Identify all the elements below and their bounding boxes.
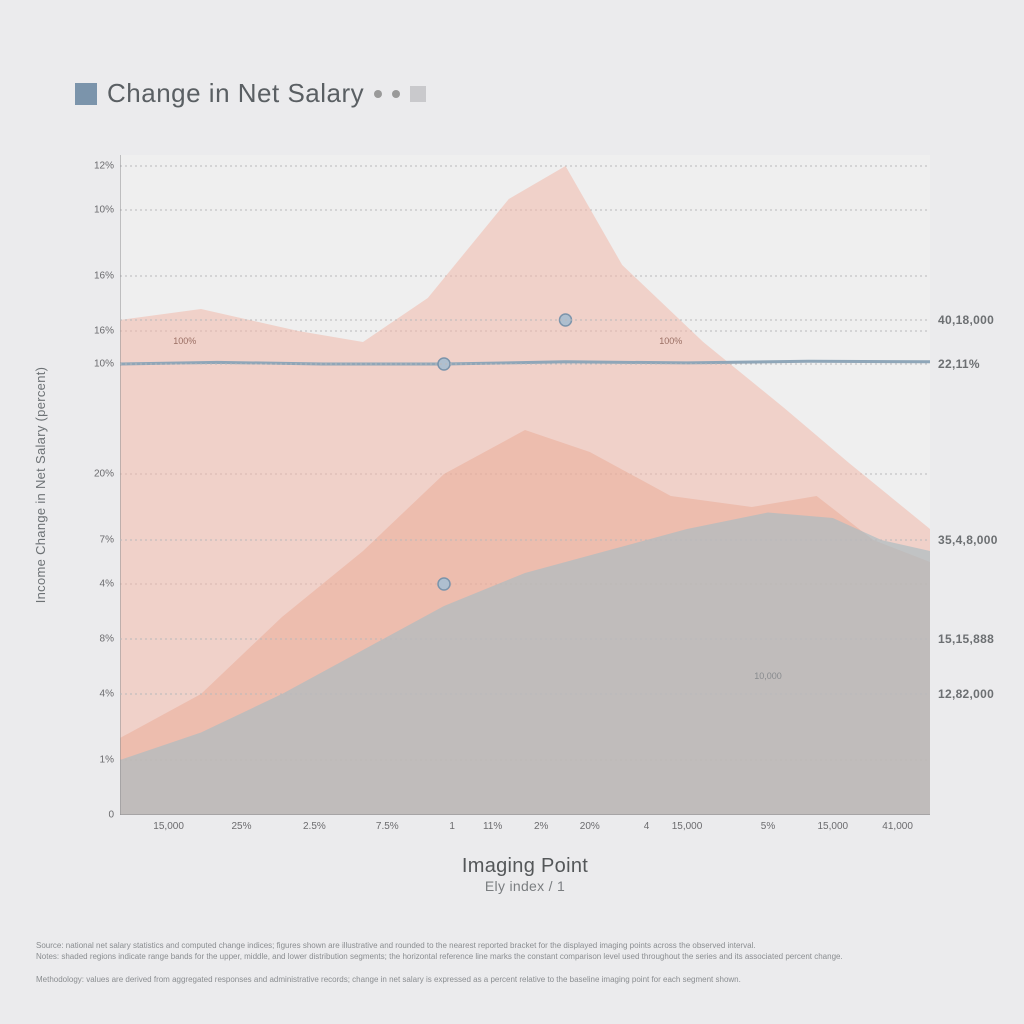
x-tick-label: 15,000 (818, 815, 849, 832)
right-value-label: 40,18,000 (930, 313, 994, 327)
legend-trail-swatch (410, 86, 426, 102)
y-tick-label: 12% (94, 161, 120, 172)
x-axis-title-group: Imaging Point Ely index / 1 (462, 855, 588, 894)
data-point-label: 10,000 (754, 671, 782, 681)
right-value-label: 12,82,000 (930, 687, 994, 701)
legend-dot-icon (374, 90, 382, 98)
y-tick-label: 1% (100, 755, 120, 766)
legend-swatch (75, 83, 97, 105)
x-tick-label: 11% (483, 815, 502, 832)
y-tick-label: 0 (108, 810, 120, 821)
footnote-block: Source: national net salary statistics a… (36, 940, 996, 985)
x-tick-label: 7.5% (376, 815, 399, 832)
right-value-label: 22,11% (930, 357, 980, 371)
footnote-line: Notes: shaded regions indicate range ban… (36, 951, 996, 962)
footnote-line (36, 962, 996, 973)
y-tick-label: 10% (94, 359, 120, 370)
right-value-label: 15,15,888 (930, 632, 994, 646)
x-tick-label: 15,000 (153, 815, 184, 832)
x-tick-label: 25% (231, 815, 251, 832)
x-tick-label: 2% (534, 815, 548, 832)
y-tick-label: 4% (100, 689, 120, 700)
plot-area (120, 155, 930, 815)
y-axis-title: Income Change in Net Salary (percent) (33, 367, 48, 604)
data-point-label: 100% (659, 336, 682, 346)
y-tick-label: 16% (94, 271, 120, 282)
footnote-line: Source: national net salary statistics a… (36, 940, 996, 951)
legend-dot-icon (392, 90, 400, 98)
data-point-label: 100% (173, 336, 196, 346)
x-tick-label: 2.5% (303, 815, 326, 832)
y-tick-label: 4% (100, 579, 120, 590)
y-tick-label: 16% (94, 326, 120, 337)
chart-svg (120, 155, 930, 815)
y-tick-label: 20% (94, 469, 120, 480)
x-axis-title: Imaging Point (462, 855, 588, 878)
y-tick-label: 10% (94, 205, 120, 216)
right-value-label: 35,4,8,000 (930, 533, 998, 547)
footnote-line: Methodology: values are derived from agg… (36, 974, 996, 985)
chart-header: Change in Net Salary (75, 78, 426, 109)
chart-title: Change in Net Salary (107, 78, 364, 109)
x-tick-label: 41,000 (882, 815, 913, 832)
x-tick-label: 15,000 (672, 815, 703, 832)
x-tick-label: 4 (644, 815, 650, 832)
x-tick-label: 20% (580, 815, 600, 832)
x-tick-label: 1 (449, 815, 455, 832)
x-tick-label: 5% (761, 815, 775, 832)
x-axis-subtitle: Ely index / 1 (462, 878, 588, 894)
y-tick-label: 8% (100, 634, 120, 645)
y-tick-label: 7% (100, 535, 120, 546)
